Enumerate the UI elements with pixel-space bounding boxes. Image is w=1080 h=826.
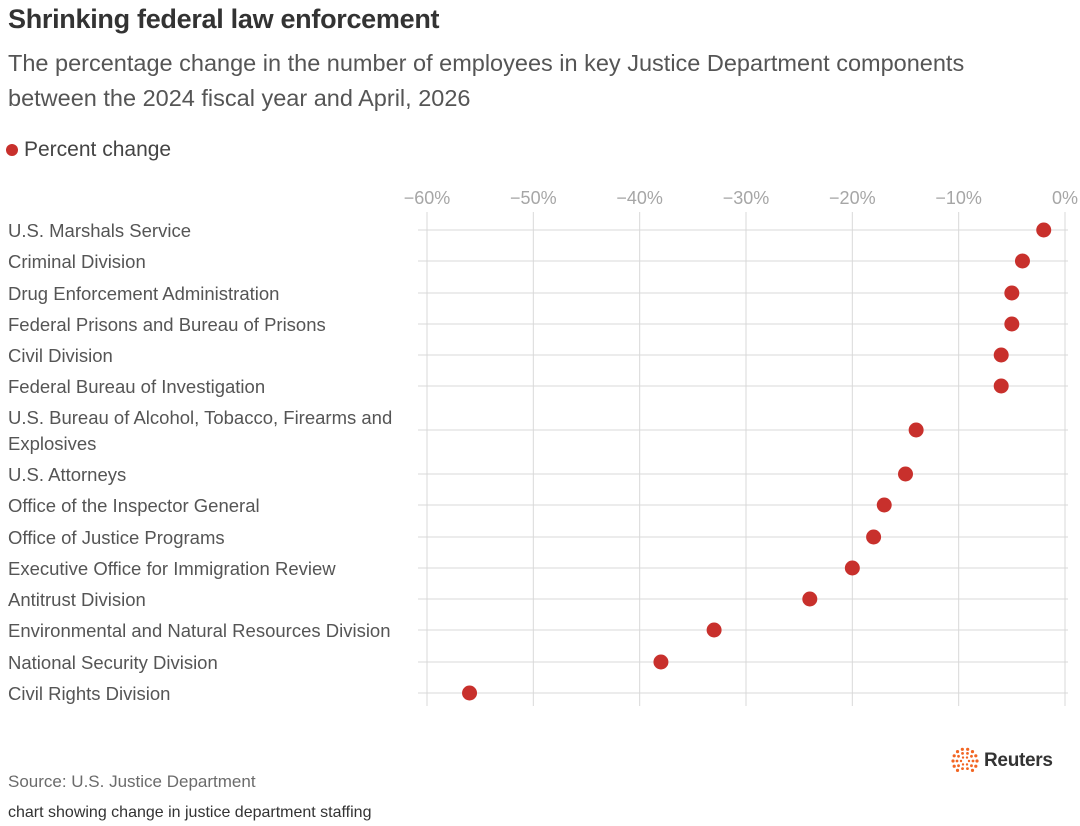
- chart-caption: chart showing change in justice departme…: [8, 804, 372, 821]
- data-point: [1014, 253, 1030, 269]
- logo-dot: [966, 767, 969, 771]
- logo-dot: [955, 750, 960, 754]
- logo-dot: [966, 747, 970, 751]
- data-point: [653, 654, 669, 670]
- logo-dot: [970, 750, 975, 754]
- category-label: Drug Enforcement Administration: [8, 283, 279, 304]
- logo-dot: [961, 767, 964, 771]
- chart-subtitle: The percentage change in the number of e…: [8, 50, 965, 111]
- logo-dot: [961, 763, 965, 766]
- data-point: [908, 422, 924, 438]
- data-point: [876, 497, 892, 513]
- logo-dot: [974, 754, 978, 758]
- logo-dot: [957, 764, 960, 768]
- category-label: Criminal Division: [8, 251, 146, 272]
- x-tick-label: −50%: [510, 188, 557, 208]
- x-tick-label: −40%: [616, 188, 663, 208]
- logo-dot: [970, 768, 975, 772]
- x-tick-label: −60%: [404, 188, 451, 208]
- reuters-logo: Reuters: [950, 746, 1053, 776]
- logo-dot: [960, 747, 964, 751]
- data-point: [462, 685, 478, 701]
- legend-dot-icon: [6, 144, 18, 156]
- x-tick-label: 0%: [1052, 188, 1078, 208]
- logo-dot: [959, 759, 963, 763]
- category-label: Federal Prisons and Bureau of Prisons: [8, 314, 326, 335]
- logo-dot: [965, 763, 969, 766]
- logo-dot: [961, 751, 964, 755]
- category-label: Federal Bureau of Investigation: [8, 376, 265, 397]
- x-tick-label: −10%: [935, 188, 982, 208]
- data-point: [844, 560, 860, 576]
- logo-dot: [957, 754, 960, 758]
- data-point: [993, 347, 1009, 363]
- legend-label: Percent change: [24, 138, 172, 161]
- data-point: [1036, 222, 1052, 238]
- data-point: [1004, 316, 1020, 332]
- logo-dot: [955, 768, 960, 772]
- logo-dot: [970, 764, 973, 768]
- logo-dot: [961, 756, 965, 759]
- x-tick-label: −20%: [829, 188, 876, 208]
- category-label: National Security Division: [8, 652, 218, 673]
- legend: Percent change: [6, 138, 171, 162]
- reuters-wordmark: Reuters: [984, 750, 1053, 771]
- source-note: Source: U.S. Justice Department: [8, 772, 256, 791]
- category-label: U.S. Attorneys: [8, 464, 126, 485]
- category-label: Office of the Inspector General: [8, 495, 260, 516]
- x-tick-label: −30%: [723, 188, 770, 208]
- data-point: [1004, 285, 1020, 301]
- category-label: Environmental and Natural Resources Divi…: [8, 620, 391, 641]
- logo-dot: [971, 759, 975, 763]
- logo-dot: [955, 759, 959, 763]
- category-label: U.S. Marshals Service: [8, 220, 191, 241]
- logo-dot: [952, 754, 956, 758]
- category-label: U.S. Bureau of Alcohol, Tobacco, Firearm…: [8, 407, 392, 428]
- logo-dot: [952, 764, 956, 768]
- logo-dot: [965, 756, 969, 759]
- data-point: [993, 378, 1009, 394]
- category-label: Explosives: [8, 433, 96, 454]
- category-label: Antitrust Division: [8, 589, 146, 610]
- logo-dot: [967, 759, 971, 763]
- category-label: Executive Office for Immigration Review: [8, 558, 336, 579]
- category-label: Civil Rights Division: [8, 683, 170, 704]
- chart-title: Shrinking federal law enforcement: [8, 4, 440, 34]
- logo-dot: [951, 759, 955, 763]
- dot-plot: −60% −50% −40% −30% −20% −10% 0% U.S. Marshals …: [8, 188, 1078, 706]
- reuters-dot-ring-icon: [951, 747, 979, 772]
- logo-dot: [966, 751, 969, 755]
- logo-dot: [974, 764, 978, 768]
- data-point: [898, 466, 913, 482]
- data-point: [866, 529, 882, 545]
- logo-dot: [975, 759, 979, 763]
- data-point: [706, 622, 722, 638]
- data-point: [802, 591, 818, 607]
- category-label: Civil Division: [8, 345, 113, 366]
- logo-dot: [970, 754, 973, 758]
- category-label: Office of Justice Programs: [8, 527, 225, 548]
